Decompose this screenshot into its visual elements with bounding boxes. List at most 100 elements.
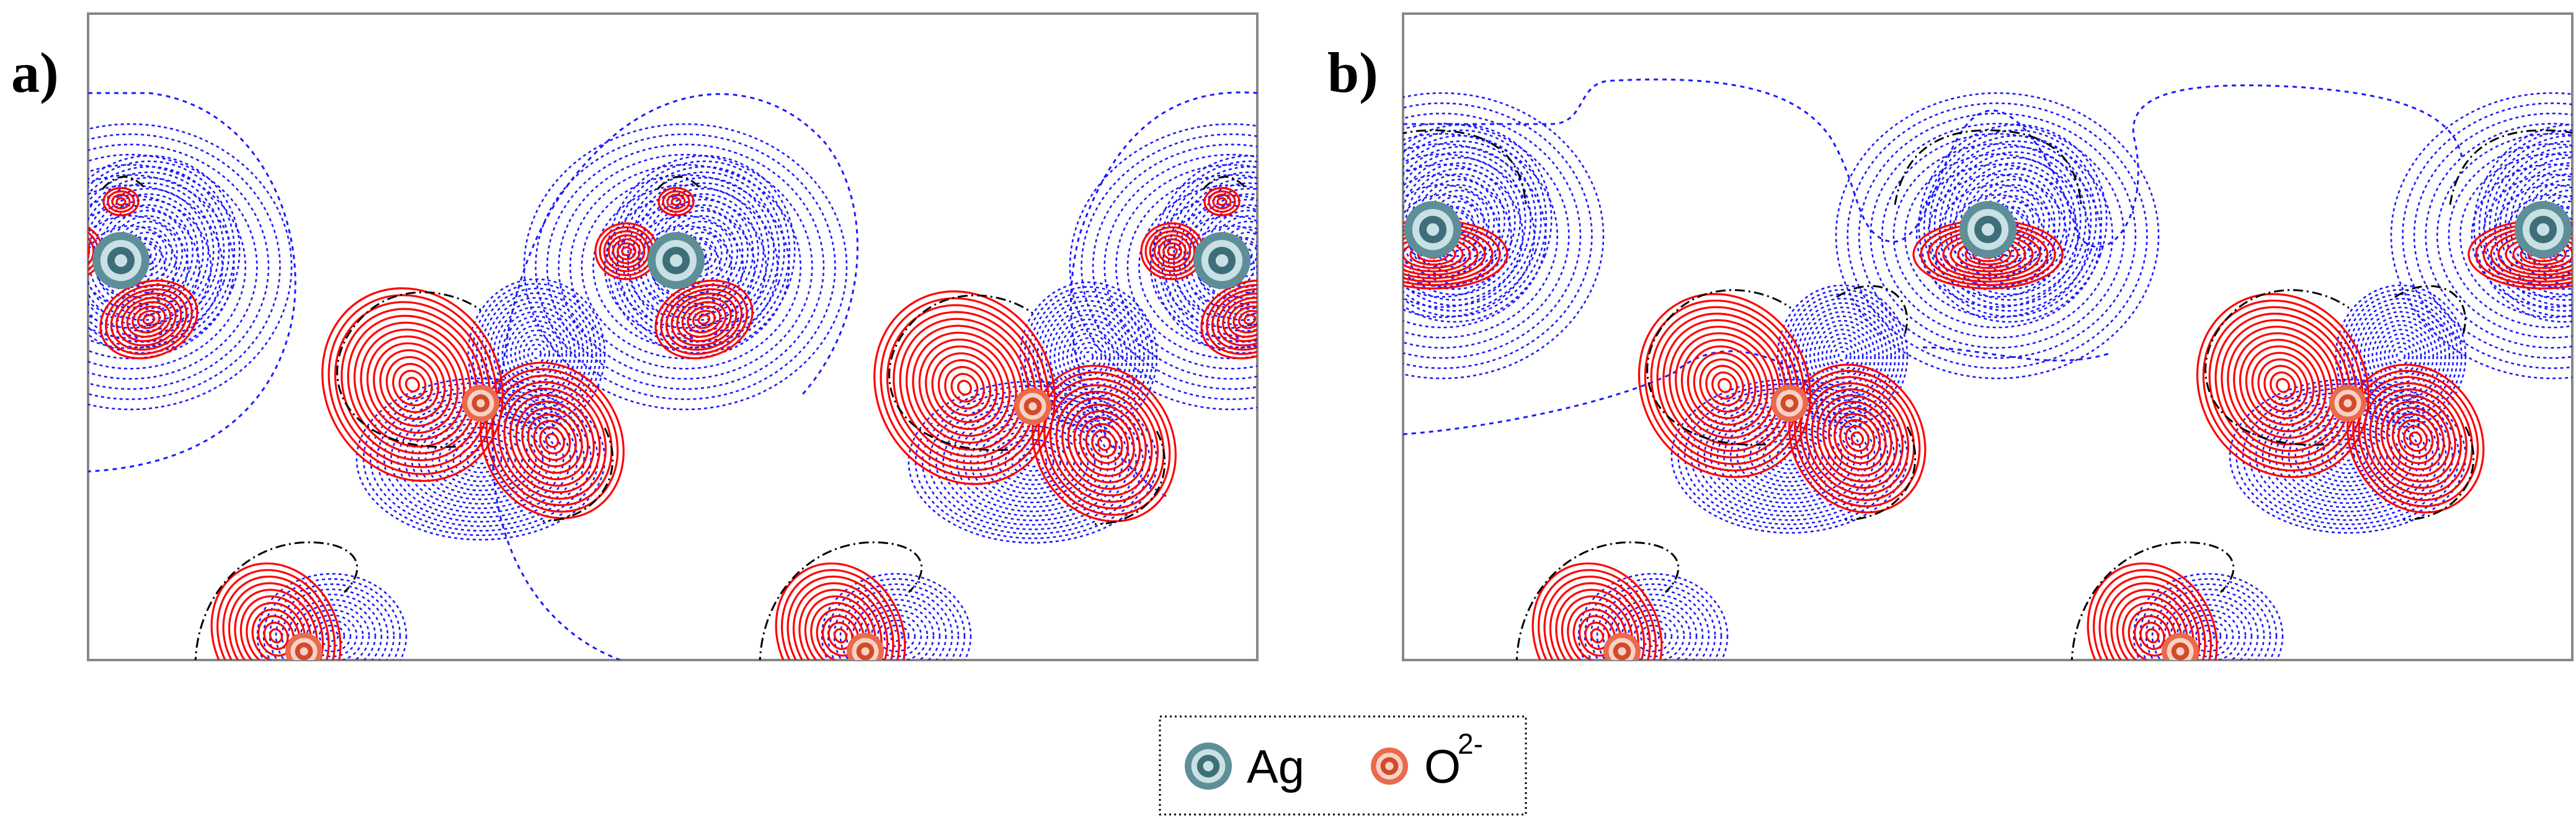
negative-contour	[1053, 318, 1124, 395]
negative-contour	[611, 160, 791, 349]
positive-contour	[1834, 413, 1881, 465]
positive-contour	[1043, 378, 1165, 509]
negative-contour	[821, 573, 972, 660]
positive-contour	[1537, 569, 1657, 660]
positive-contour	[1232, 305, 1257, 334]
ag-atom	[1404, 201, 1461, 258]
negative-contour	[318, 624, 345, 647]
negative-contour	[88, 166, 230, 343]
negative-contour	[531, 348, 542, 359]
negative-contour	[1403, 194, 1489, 277]
oxygen-ion	[1014, 388, 1051, 425]
negative-contour	[1577, 573, 1729, 660]
negative-contour	[88, 215, 189, 319]
positive-contour	[392, 363, 433, 406]
negative-contour	[2384, 337, 2418, 375]
legend-label-oxygen: O	[1424, 741, 1461, 793]
negative-contour	[2448, 143, 2572, 329]
negative-contour	[506, 320, 568, 387]
positive-contour	[816, 608, 865, 660]
zero-contour	[888, 294, 1033, 452]
negative-contour	[1066, 332, 1111, 381]
positive-contour	[360, 328, 465, 441]
zero-contour	[2394, 285, 2466, 335]
positive-contour	[665, 288, 743, 351]
positive-contour	[2110, 589, 2195, 660]
positive-contour	[239, 595, 313, 660]
positive-contour	[906, 324, 1023, 451]
negative-contour	[546, 143, 825, 390]
negative-contour	[2471, 163, 2572, 308]
positive-contour	[612, 238, 641, 264]
negative-contour	[1915, 163, 2079, 308]
negative-contour	[1584, 578, 1723, 660]
negative-contour	[1789, 298, 1896, 414]
positive-contour	[341, 308, 484, 462]
positive-contour	[804, 595, 877, 660]
positive-contour	[1079, 416, 1130, 471]
positive-contour	[931, 352, 998, 424]
positive-contour	[2196, 293, 2370, 478]
zero-contour	[1845, 426, 1917, 521]
positive-contour	[1211, 288, 1257, 351]
negative-contour	[88, 154, 241, 354]
positive-contour	[111, 194, 131, 210]
positive-contour	[527, 413, 577, 468]
negative-contour	[1199, 204, 1257, 305]
negative-contour	[306, 614, 358, 658]
positive-contour	[126, 301, 172, 338]
positive-contour	[2139, 622, 2165, 650]
positive-contour	[263, 622, 289, 650]
negative-contour	[1126, 174, 1257, 360]
negative-contour	[510, 324, 563, 383]
ag-atom	[1193, 232, 1250, 289]
negative-contour	[2499, 151, 2572, 296]
negative-contour	[466, 449, 496, 469]
positive-contour	[1531, 562, 1663, 660]
positive-contour	[246, 602, 306, 660]
positive-contour	[1845, 425, 1870, 452]
positive-contour	[1788, 364, 1927, 514]
positive-contour	[137, 310, 161, 329]
positive-contour	[2251, 352, 2315, 419]
positive-contour	[63, 243, 81, 259]
positive-contour	[105, 283, 193, 355]
negative-contour	[1023, 286, 1154, 427]
positive-contour	[2276, 378, 2290, 393]
negative-contour	[2390, 92, 2572, 380]
negative-contour	[88, 182, 215, 327]
positive-contour	[2116, 595, 2189, 660]
positive-contour	[110, 288, 188, 351]
negative-contour	[1954, 162, 2071, 285]
negative-contour	[1646, 630, 1660, 642]
negative-contour	[118, 226, 173, 283]
negative-contour	[2351, 302, 2451, 410]
negative-contour	[2151, 588, 2265, 660]
negative-contour	[2402, 102, 2572, 369]
negative-contour	[2307, 429, 2388, 483]
negative-contour	[1403, 92, 1605, 380]
negative-contour	[1403, 143, 1547, 329]
negative-contour	[1813, 324, 1872, 388]
negative-contour	[523, 339, 550, 368]
positive-contour	[1091, 429, 1117, 458]
positive-contour	[1067, 403, 1141, 484]
positive-contour	[234, 589, 318, 660]
positive-contour	[1555, 589, 1639, 660]
positive-contour	[257, 615, 295, 657]
positive-contour	[1049, 384, 1159, 503]
positive-contour	[2380, 400, 2451, 477]
positive-contour	[405, 377, 420, 393]
positive-contour	[912, 331, 1017, 444]
oxygen-ion	[1603, 633, 1641, 660]
negative-contour	[558, 154, 813, 380]
positive-contour	[886, 304, 1043, 471]
negative-contour	[1062, 328, 1115, 386]
negative-contour	[627, 177, 775, 332]
positive-contour	[115, 292, 182, 347]
positive-contour	[827, 622, 853, 650]
negative-contour	[1881, 133, 2114, 339]
negative-contour	[2363, 315, 2438, 397]
positive-contour	[681, 301, 727, 338]
